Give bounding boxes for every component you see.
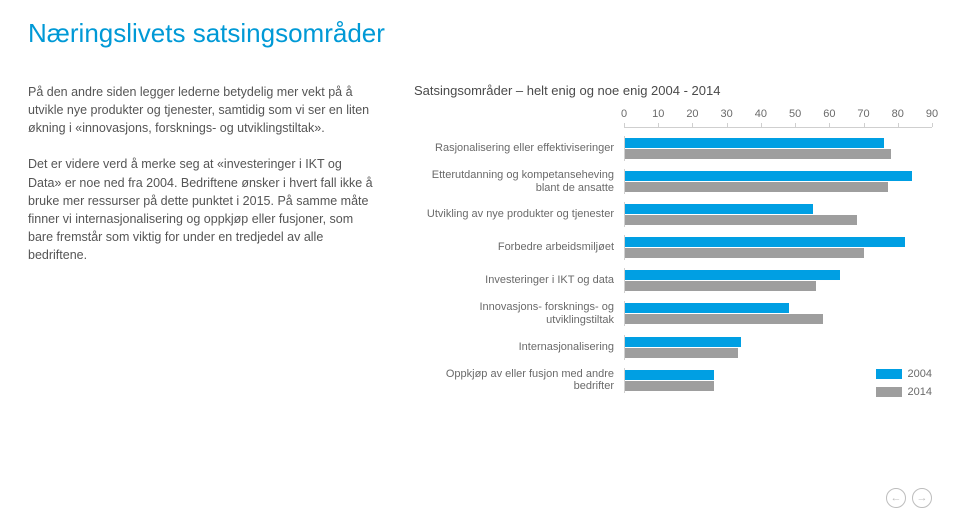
bar-label: Utvikling av nye produkter og tjenester (414, 208, 624, 221)
bar-area (624, 268, 932, 293)
bar-label: Rasjonalisering eller effektiviseringer (414, 142, 624, 155)
bar-area (624, 136, 932, 161)
paragraph-1: På den andre siden legger lederne betyde… (28, 83, 378, 137)
x-tick-label: 40 (755, 108, 767, 120)
next-page-button[interactable]: → (912, 488, 932, 508)
bar-2014 (625, 281, 816, 291)
bar-2014 (625, 248, 864, 258)
bar-2014 (625, 381, 714, 391)
x-tick-label: 90 (926, 108, 938, 120)
bar-label: Investeringer i IKT og data (414, 274, 624, 287)
bar-2004 (625, 303, 789, 313)
paragraph-2: Det er videre verd å merke seg at «inves… (28, 155, 378, 264)
bar-area (624, 202, 932, 227)
legend-swatch (876, 369, 902, 379)
chart-title: Satsingsområder – helt enig og noe enig … (414, 83, 932, 98)
x-tick-label: 50 (789, 108, 801, 120)
bar-2014 (625, 215, 857, 225)
x-tick-label: 70 (857, 108, 869, 120)
bar-2014 (625, 348, 738, 358)
content-columns: På den andre siden legger lederne betyde… (28, 83, 932, 393)
legend-item: 2004 (876, 368, 932, 380)
bar-label: Internasjonalisering (414, 341, 624, 354)
bar-row: Utvikling av nye produkter og tjenester (414, 202, 932, 227)
bar-row: Etterutdanning og kompetanseheving blant… (414, 169, 932, 194)
bar-label: Etterutdanning og kompetanseheving blant… (414, 169, 624, 194)
page-title: Næringslivets satsingsområder (28, 18, 932, 49)
bar-2004 (625, 237, 905, 247)
bar-2004 (625, 370, 714, 380)
x-tick-label: 80 (892, 108, 904, 120)
bar-row: Internasjonalisering (414, 335, 932, 360)
bar-2004 (625, 171, 912, 181)
chart-rows: Rasjonalisering eller effektiviseringer E… (414, 136, 932, 393)
body-text-column: På den andre siden legger lederne betyde… (28, 83, 378, 393)
legend-swatch (876, 387, 902, 397)
bar-area (624, 235, 932, 260)
bar-area (624, 169, 932, 194)
bar-row: Rasjonalisering eller effektiviseringer (414, 136, 932, 161)
bar-2004 (625, 337, 741, 347)
chart: 0102030405060708090 Rasjonalisering elle… (414, 108, 932, 393)
legend-item: 2014 (876, 386, 932, 398)
bar-label: Innovasjons- forsknings- og utviklingsti… (414, 301, 624, 326)
bar-area (624, 301, 932, 326)
prev-page-button[interactable]: ← (886, 488, 906, 508)
x-tick-label: 10 (652, 108, 664, 120)
bar-2004 (625, 270, 840, 280)
chart-column: Satsingsområder – helt enig og noe enig … (414, 83, 932, 393)
x-axis: 0102030405060708090 (414, 108, 932, 128)
x-tick-label: 30 (721, 108, 733, 120)
bar-2014 (625, 314, 823, 324)
bar-2004 (625, 138, 884, 148)
bar-area (624, 335, 932, 360)
x-tick-label: 20 (686, 108, 698, 120)
bar-row: Forbedre arbeidsmiljøet (414, 235, 932, 260)
bar-row: Investeringer i IKT og data (414, 268, 932, 293)
x-tick-label: 60 (823, 108, 835, 120)
bar-2014 (625, 182, 888, 192)
bar-label: Forbedre arbeidsmiljøet (414, 241, 624, 254)
bar-2004 (625, 204, 813, 214)
legend: 2004 2014 (876, 368, 932, 404)
bar-row: Oppkjøp av eller fusjon med andre bedrif… (414, 368, 932, 393)
legend-label: 2004 (908, 368, 932, 380)
bar-2014 (625, 149, 891, 159)
x-tick-label: 0 (621, 108, 627, 120)
bar-label: Oppkjøp av eller fusjon med andre bedrif… (414, 368, 624, 393)
legend-label: 2014 (908, 386, 932, 398)
page-nav: ← → (886, 488, 932, 508)
bar-row: Innovasjons- forsknings- og utviklingsti… (414, 301, 932, 326)
